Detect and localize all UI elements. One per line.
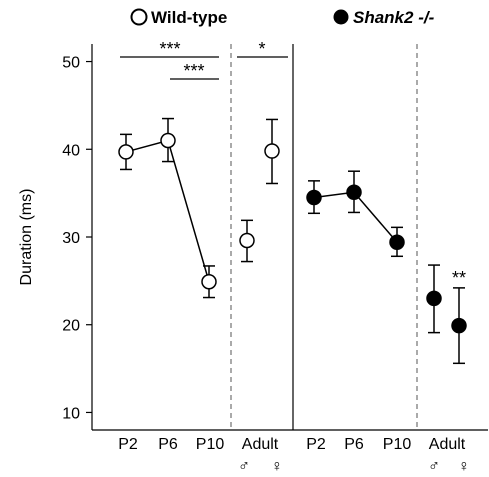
x-tick-label-ko-p6: P6 xyxy=(344,436,364,453)
x-tick-label-ko-p2: P2 xyxy=(306,436,326,453)
data-marks xyxy=(118,117,467,365)
wildtype-point-1 xyxy=(160,132,176,149)
legend: Wild-type Shank2 -/- xyxy=(130,8,435,27)
wildtype-point-4 xyxy=(264,143,280,159)
x-tick-label-ko-adult: Adult xyxy=(429,436,466,453)
x-tick-label-wt-p6: P6 xyxy=(158,436,178,453)
x-tick-label-wt-p2: P2 xyxy=(118,436,138,453)
legend-shank2-marker-icon xyxy=(333,9,349,25)
significance-brackets: *** *** * ** xyxy=(120,39,466,288)
x-tick-label-ko-p10: P10 xyxy=(383,436,412,453)
shank2-point-1 xyxy=(346,184,362,201)
y-tick-label-50: 50 xyxy=(62,55,80,72)
y-tick-label-10: 10 xyxy=(62,405,80,422)
wildtype-point-0 xyxy=(118,144,134,160)
wildtype-point-3 xyxy=(239,232,255,249)
x-tick-label-wt-adult: Adult xyxy=(242,436,279,453)
sex-label-wt-female: ♀ xyxy=(271,458,283,475)
y-tick-label-20: 20 xyxy=(62,318,80,335)
y-axis-title: Duration (ms) xyxy=(18,189,35,286)
x-tick-label-wt-p10: P10 xyxy=(196,436,225,453)
sex-label-ko-female: ♀ xyxy=(458,458,470,475)
y-tick-label-40: 40 xyxy=(62,142,80,159)
y-ticks: 10 20 30 40 50 xyxy=(62,55,92,422)
sig-label-wt-adult: * xyxy=(258,39,265,59)
shank2-point-3 xyxy=(426,290,442,307)
sig-label-wt-p6-p10: *** xyxy=(183,61,204,81)
sig-label-ko-adult-female: ** xyxy=(452,268,466,288)
shank2-point-2 xyxy=(389,234,405,251)
shank2-point-0 xyxy=(306,189,322,206)
x-tick-labels: P2 P6 P10 Adult P2 P6 P10 Adult ♂ ♀ ♂ ♀ xyxy=(118,436,470,475)
sex-label-wt-male: ♂ xyxy=(238,458,250,475)
legend-wildtype-label: Wild-type xyxy=(151,8,227,27)
legend-wildtype-marker-icon xyxy=(130,8,148,26)
sig-label-wt-p2-p10: *** xyxy=(159,39,180,59)
y-tick-label-30: 30 xyxy=(62,230,80,247)
legend-shank2-label: Shank2 -/- xyxy=(353,8,435,27)
sex-label-ko-male: ♂ xyxy=(428,458,440,475)
axes: Duration (ms) xyxy=(18,44,488,431)
wildtype-point-2 xyxy=(201,273,217,290)
shank2-point-4 xyxy=(451,317,467,334)
